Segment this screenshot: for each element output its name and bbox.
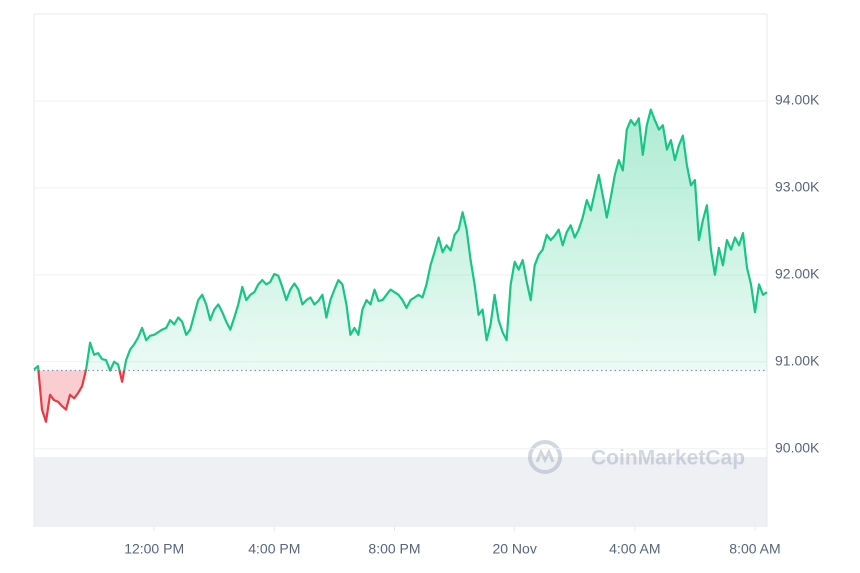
y-tick-label: 93.00K bbox=[775, 179, 820, 195]
price-line-up bbox=[33, 108, 768, 371]
x-tick-label: 4:00 PM bbox=[248, 541, 300, 557]
watermark-text: CoinMarketCap bbox=[591, 447, 745, 470]
watermark: CoinMarketCap bbox=[528, 440, 745, 474]
x-tick-label: 8:00 PM bbox=[368, 541, 420, 557]
x-tick-label: 12:00 PM bbox=[124, 541, 184, 557]
y-tick-label: 90.00K bbox=[775, 439, 820, 455]
x-tick-label: 4:00 AM bbox=[609, 541, 660, 557]
y-tick-label: 91.00K bbox=[775, 352, 820, 368]
y-tick-label: 92.00K bbox=[775, 266, 820, 282]
y-tick-label: 94.00K bbox=[775, 92, 820, 108]
x-tick-label: 20 Nov bbox=[492, 541, 536, 557]
x-tick-label: 8:00 AM bbox=[729, 541, 780, 557]
volume-area bbox=[34, 457, 767, 527]
area-up bbox=[34, 109, 767, 371]
